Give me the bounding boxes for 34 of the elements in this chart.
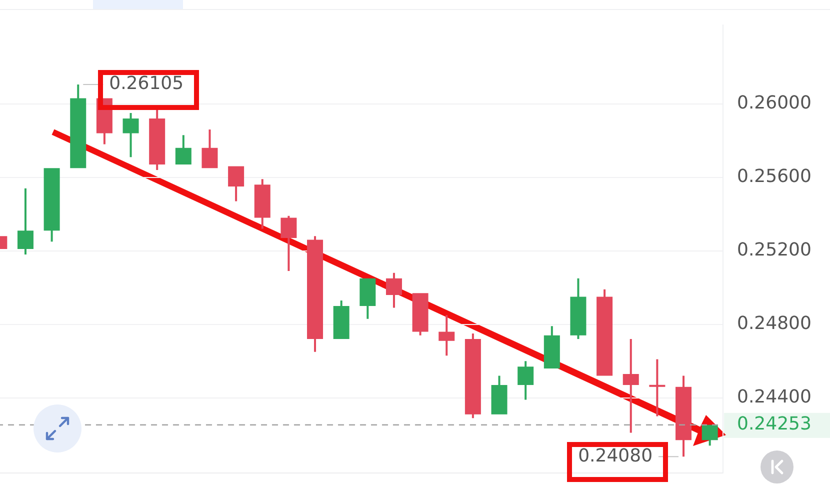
y-tick-label: 0.25600 <box>737 166 812 187</box>
candlestick <box>386 272 402 308</box>
candlestick <box>254 179 270 229</box>
annotation: 0.24080 <box>578 445 653 466</box>
candlestick <box>622 339 639 433</box>
candlestick <box>412 293 428 336</box>
candlestick <box>676 376 692 457</box>
y-tick-label: 0.24800 <box>737 313 812 334</box>
candlestick <box>544 326 560 368</box>
candlestick <box>307 236 324 352</box>
candlestick <box>518 361 534 400</box>
annotation: 0.26105 <box>109 73 184 94</box>
candlestick <box>702 424 718 446</box>
candlestick <box>202 130 218 168</box>
candlestick <box>175 135 192 164</box>
candlestick <box>280 216 297 272</box>
candlestick <box>122 113 139 158</box>
candlestick <box>464 334 481 418</box>
y-tick-label: 0.25200 <box>737 240 812 261</box>
candlestick <box>570 278 586 340</box>
y-tick-label: 0.24400 <box>737 386 812 408</box>
candlestick <box>17 188 34 255</box>
candlestick <box>438 315 455 356</box>
candlestick <box>491 376 508 414</box>
candlestick <box>44 168 60 242</box>
candlestick <box>70 84 86 168</box>
candlestick <box>649 359 666 416</box>
candlestick <box>228 166 244 202</box>
candlestick <box>360 278 376 319</box>
candlestick <box>596 289 613 376</box>
ref-line-label: 0.24253 <box>737 414 812 435</box>
y-tick-label: 0.26000 <box>737 92 812 114</box>
candlestick <box>333 300 350 340</box>
candlestick <box>149 109 166 170</box>
